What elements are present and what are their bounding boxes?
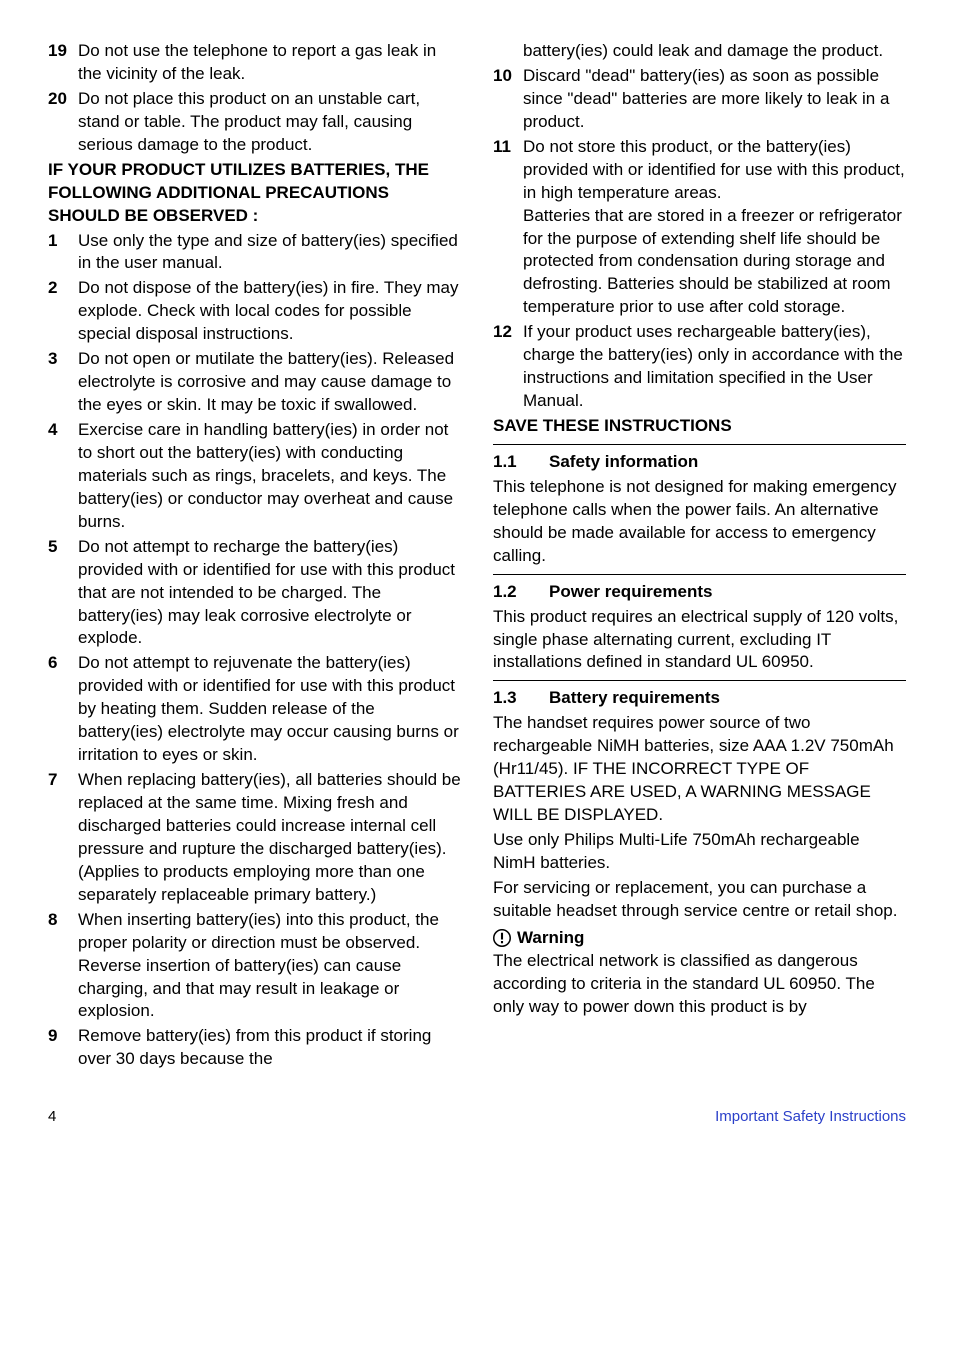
save-instructions-heading: SAVE THESE INSTRUCTIONS [493, 415, 906, 438]
subsection-title: Power requirements [549, 581, 712, 604]
list-text: When inserting battery(ies) into this pr… [78, 909, 461, 1024]
list-text: battery(ies) could leak and damage the p… [523, 40, 906, 63]
page-number: 4 [48, 1107, 56, 1127]
left-column: 19 Do not use the telephone to report a … [48, 40, 461, 1073]
list-item-continuation: battery(ies) could leak and damage the p… [493, 40, 906, 63]
footer-section-label: Important Safety Instructions [715, 1107, 906, 1127]
list-text: If your product uses rechargeable batter… [523, 321, 906, 413]
list-item: 11 Do not store this product, or the bat… [493, 136, 906, 320]
list-text: Discard "dead" battery(ies) as soon as p… [523, 65, 906, 134]
paragraph: This telephone is not designed for makin… [493, 476, 906, 568]
list-number: 5 [48, 536, 78, 651]
list-number: 2 [48, 277, 78, 346]
list-number: 4 [48, 419, 78, 534]
list-item: 10Discard "dead" battery(ies) as soon as… [493, 65, 906, 134]
list-item: 4Exercise care in handling battery(ies) … [48, 419, 461, 534]
paragraph: Use only Philips Multi-Life 750mAh recha… [493, 829, 906, 875]
right-column: battery(ies) could leak and damage the p… [493, 40, 906, 1073]
page: 19 Do not use the telephone to report a … [0, 0, 954, 1158]
list-number [493, 40, 523, 63]
list-text: Do not attempt to rejuvenate the battery… [78, 652, 461, 767]
list-text: When replacing battery(ies), all batteri… [78, 769, 461, 907]
list-number: 7 [48, 769, 78, 907]
paragraph: For servicing or replacement, you can pu… [493, 877, 906, 923]
list-number: 9 [48, 1025, 78, 1071]
subsection-number: 1.1 [493, 451, 549, 474]
list-number: 20 [48, 88, 78, 157]
subsection-number: 1.2 [493, 581, 549, 604]
subsection-number: 1.3 [493, 687, 549, 710]
page-footer: 4 Important Safety Instructions [48, 1107, 906, 1127]
list-number: 19 [48, 40, 78, 86]
subsection-title: Battery requirements [549, 687, 720, 710]
list-number: 3 [48, 348, 78, 417]
list-text: Exercise care in handling battery(ies) i… [78, 419, 461, 534]
section-heading: IF YOUR PRODUCT UTILIZES BATTERIES, THE … [48, 159, 461, 228]
list-item: 9Remove battery(ies) from this product i… [48, 1025, 461, 1071]
list-item: 12If your product uses rechargeable batt… [493, 321, 906, 413]
list-text: Do not use the telephone to report a gas… [78, 40, 461, 86]
list-number: 10 [493, 65, 523, 134]
paragraph: The electrical network is classified as … [493, 950, 906, 1019]
list-number: 8 [48, 909, 78, 1024]
list-item: 20 Do not place this product on an unsta… [48, 88, 461, 157]
two-column-layout: 19 Do not use the telephone to report a … [48, 40, 906, 1073]
list-item: 19 Do not use the telephone to report a … [48, 40, 461, 86]
list-item: 7When replacing battery(ies), all batter… [48, 769, 461, 907]
list-text: Do not dispose of the battery(ies) in fi… [78, 277, 461, 346]
list-number: 11 [493, 136, 523, 320]
list-item: 6Do not attempt to rejuvenate the batter… [48, 652, 461, 767]
list-text-extra: Batteries that are stored in a freezer o… [523, 206, 902, 317]
warning-icon [493, 929, 511, 947]
paragraph: This product requires an electrical supp… [493, 606, 906, 675]
subsection-heading: 1.3 Battery requirements [493, 680, 906, 710]
list-item: 3Do not open or mutilate the battery(ies… [48, 348, 461, 417]
list-item: 8When inserting battery(ies) into this p… [48, 909, 461, 1024]
list-text: Do not store this product, or the batter… [523, 136, 906, 320]
list-text-main: Do not store this product, or the batter… [523, 137, 905, 202]
subsection-heading: 1.1 Safety information [493, 444, 906, 474]
warning-heading: Warning [493, 927, 906, 950]
list-text: Use only the type and size of battery(ie… [78, 230, 461, 276]
list-item: 5Do not attempt to recharge the battery(… [48, 536, 461, 651]
list-number: 1 [48, 230, 78, 276]
list-item: 2Do not dispose of the battery(ies) in f… [48, 277, 461, 346]
warning-label: Warning [517, 927, 584, 950]
list-text: Do not place this product on an unstable… [78, 88, 461, 157]
paragraph: The handset requires power source of two… [493, 712, 906, 827]
list-text: Do not attempt to recharge the battery(i… [78, 536, 461, 651]
subsection-heading: 1.2 Power requirements [493, 574, 906, 604]
list-item: 1Use only the type and size of battery(i… [48, 230, 461, 276]
list-text: Remove battery(ies) from this product if… [78, 1025, 461, 1071]
list-number: 12 [493, 321, 523, 413]
subsection-title: Safety information [549, 451, 698, 474]
list-text: Do not open or mutilate the battery(ies)… [78, 348, 461, 417]
list-number: 6 [48, 652, 78, 767]
